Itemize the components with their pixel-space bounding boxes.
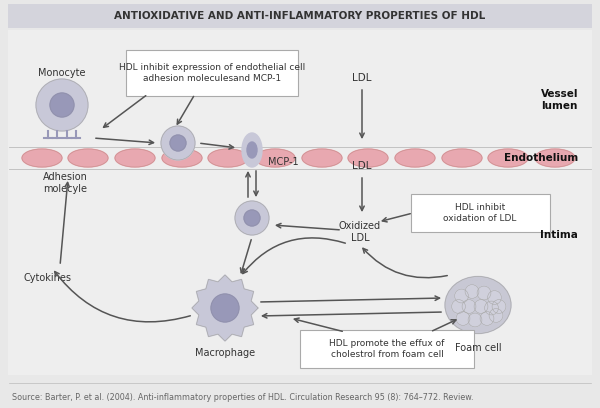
Text: HDL promote the effux of
cholestrol from foam cell: HDL promote the effux of cholestrol from…	[329, 339, 445, 359]
Ellipse shape	[247, 142, 257, 158]
Circle shape	[489, 308, 503, 322]
FancyBboxPatch shape	[126, 50, 298, 96]
Ellipse shape	[162, 149, 202, 167]
Ellipse shape	[488, 149, 528, 167]
Ellipse shape	[115, 149, 155, 167]
Ellipse shape	[242, 133, 262, 167]
Text: HDL inhibit expression of endothelial cell
adhesion moleculesand MCP-1: HDL inhibit expression of endothelial ce…	[119, 63, 305, 83]
Text: Source: Barter, P. et al. (2004). Anti-inflammatory properties of HDL. Circulati: Source: Barter, P. et al. (2004). Anti-i…	[12, 392, 473, 401]
FancyBboxPatch shape	[8, 30, 592, 375]
Text: Adhesion
molecyle: Adhesion molecyle	[43, 172, 88, 194]
Ellipse shape	[302, 149, 342, 167]
Ellipse shape	[445, 277, 511, 333]
Text: Oxidized
LDL: Oxidized LDL	[339, 221, 381, 243]
Ellipse shape	[170, 135, 186, 151]
Circle shape	[480, 312, 494, 326]
Text: Intima: Intima	[540, 230, 578, 240]
Polygon shape	[192, 275, 258, 341]
Ellipse shape	[50, 93, 74, 117]
Text: MCP-1: MCP-1	[268, 157, 299, 167]
Circle shape	[468, 313, 482, 327]
Circle shape	[474, 299, 488, 313]
Text: Monocyte: Monocyte	[38, 68, 86, 78]
Circle shape	[492, 299, 506, 313]
Ellipse shape	[255, 149, 295, 167]
Ellipse shape	[535, 149, 575, 167]
Ellipse shape	[348, 149, 388, 167]
Ellipse shape	[395, 149, 435, 167]
Circle shape	[488, 290, 502, 304]
Ellipse shape	[68, 149, 108, 167]
Text: LDL: LDL	[352, 73, 372, 83]
Circle shape	[465, 285, 479, 298]
Text: Foam cell: Foam cell	[455, 343, 502, 353]
FancyBboxPatch shape	[8, 4, 592, 28]
Circle shape	[455, 289, 469, 303]
FancyBboxPatch shape	[411, 194, 550, 232]
Circle shape	[485, 301, 499, 315]
Ellipse shape	[211, 294, 239, 322]
Ellipse shape	[208, 149, 248, 167]
Circle shape	[477, 286, 491, 300]
Circle shape	[456, 312, 470, 326]
Ellipse shape	[22, 149, 62, 167]
Ellipse shape	[235, 201, 269, 235]
Text: LDL: LDL	[352, 161, 372, 171]
Text: Cytokines: Cytokines	[24, 273, 72, 283]
Ellipse shape	[442, 149, 482, 167]
Text: Macrophage: Macrophage	[195, 348, 255, 358]
Text: ANTIOXIDATIVE AND ANTI-INFLAMMATORY PROPERTIES OF HDL: ANTIOXIDATIVE AND ANTI-INFLAMMATORY PROP…	[115, 11, 485, 21]
Circle shape	[462, 299, 476, 313]
Ellipse shape	[244, 210, 260, 226]
Circle shape	[452, 299, 466, 313]
Text: HDL inhibit
oxidation of LDL: HDL inhibit oxidation of LDL	[443, 203, 517, 223]
Text: Vessel
lumen: Vessel lumen	[541, 89, 578, 111]
Ellipse shape	[161, 126, 195, 160]
FancyBboxPatch shape	[300, 330, 474, 368]
Text: Endothelium: Endothelium	[504, 153, 578, 163]
Ellipse shape	[36, 79, 88, 131]
